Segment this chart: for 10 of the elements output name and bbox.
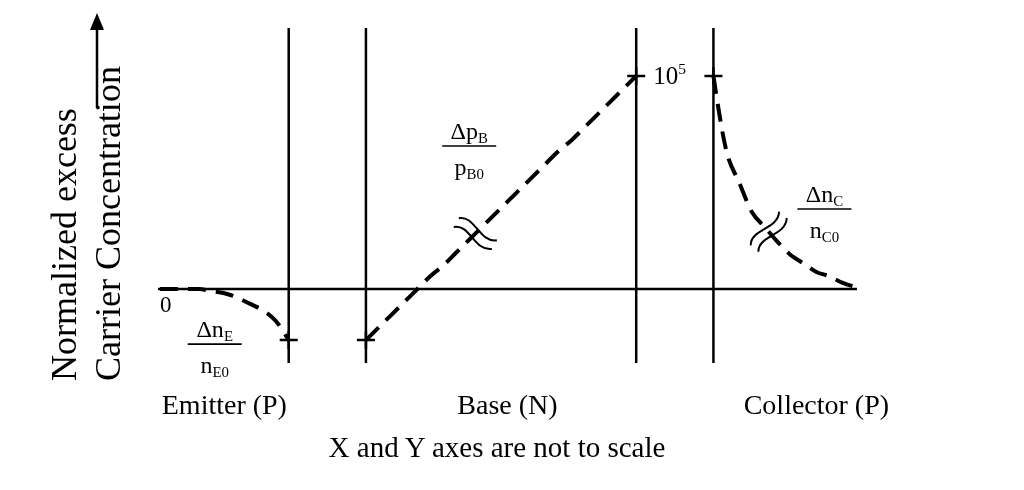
series-label: Δn$_{C}$ n$_{C0}$	[805, 181, 844, 246]
x-tick-label: Base (N)	[457, 389, 558, 420]
x-tick-label: Emitter (P)	[161, 389, 287, 420]
text: X and Y axes are not to scale	[328, 431, 666, 463]
y-axis-title: Normalized excess Carrier Concentration	[44, 66, 128, 381]
x-tick-label: Collector (P)	[743, 389, 890, 420]
series-label: Δp$_{B}$ p$_{B0}$	[450, 118, 488, 183]
annotation: 0	[160, 292, 172, 317]
annotation: 10$^{5}$	[653, 60, 687, 89]
series-label: Δn$_{E}$ n$_{E0}$	[196, 316, 233, 381]
